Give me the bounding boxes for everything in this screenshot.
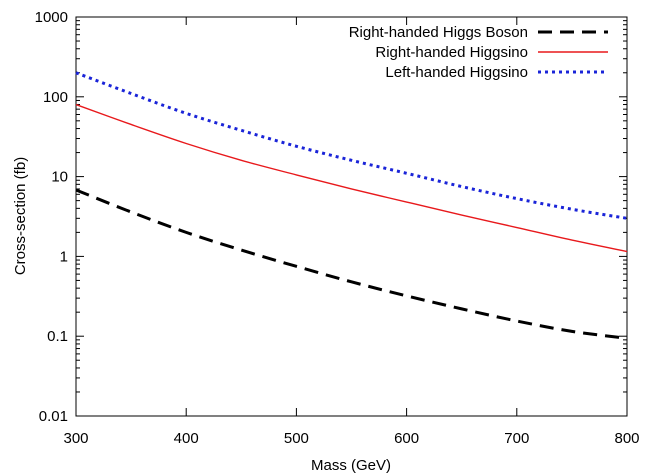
plot-frame (75, 16, 628, 417)
legend-label: Left-handed Higgsino (385, 64, 528, 81)
x-tick-label: 300 (63, 430, 88, 447)
x-axis-title: Mass (GeV) (311, 457, 391, 474)
y-tick-label: 1000 (35, 9, 68, 26)
y-axis-title: Cross-section (fb) (12, 157, 29, 275)
series-right-handed-higgsino (75, 103, 628, 253)
x-tick-label: 800 (614, 430, 639, 447)
series-left-handed-higgsino (75, 71, 628, 220)
legend-label: Right-handed Higgs Boson (349, 24, 528, 41)
series-right-handed-higgs-boson (75, 188, 628, 340)
x-tick-label: 600 (394, 430, 419, 447)
x-tick-label: 400 (174, 430, 199, 447)
x-tick-label: 500 (284, 430, 309, 447)
legend: Right-handed Higgs Boson Right-handed Hig… (349, 24, 608, 81)
axis-ticks (75, 16, 628, 417)
y-tick-label: 100 (43, 89, 68, 106)
y-tick-label: 0.1 (47, 328, 68, 345)
y-tick-label: 10 (51, 169, 68, 186)
legend-label: Right-handed Higgsino (375, 44, 528, 61)
y-tick-label: 0.01 (39, 408, 68, 425)
series-lines (75, 71, 628, 340)
tick-labels: 300 400 500 600 700 800 0.01 0.1 1 10 100 1000 (35, 9, 640, 447)
y-tick-label: 1 (60, 248, 68, 265)
x-tick-label: 700 (504, 430, 529, 447)
